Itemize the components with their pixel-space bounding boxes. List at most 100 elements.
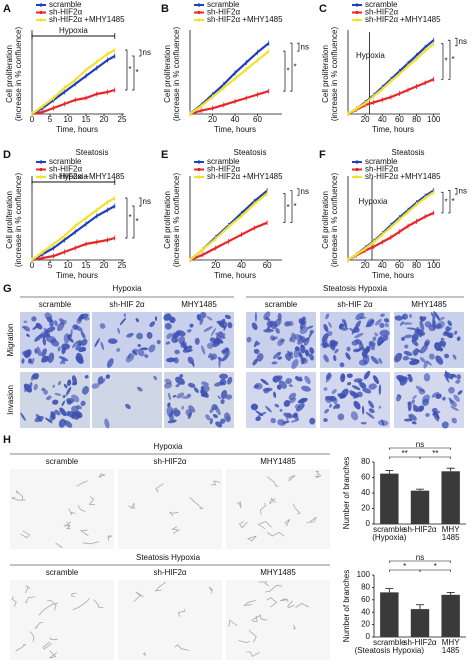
x-tick-label: scramble [373, 638, 406, 647]
cell [253, 384, 260, 389]
cell [337, 413, 345, 421]
cell [199, 311, 207, 319]
cell [23, 320, 28, 324]
cell [426, 360, 432, 366]
cell [61, 346, 66, 355]
cell [325, 372, 331, 380]
cell [365, 345, 371, 353]
cell [44, 417, 53, 424]
cell [23, 386, 29, 392]
cell [329, 403, 332, 408]
error-bar [446, 591, 455, 595]
column-label: MHY1485 [411, 300, 447, 309]
legend-label: sh-HIF2α [365, 165, 398, 174]
legend-label: sh-HIF2α +MHY1485 [207, 172, 283, 181]
legend-label: sh-HIF2α +MHY1485 [365, 172, 441, 181]
cell [379, 322, 385, 329]
legend-marker [197, 10, 201, 15]
cell [70, 328, 73, 338]
cell [355, 312, 365, 320]
cell [282, 421, 290, 424]
cell [411, 339, 419, 347]
y-tick-label: 100 [357, 570, 371, 579]
series-line [31, 197, 116, 261]
x-axis-label: Time, hours [372, 125, 414, 134]
cell [59, 407, 67, 417]
cell [294, 375, 299, 380]
chart-title: Steatosis [76, 148, 109, 157]
cell [353, 400, 361, 410]
cell [166, 357, 176, 363]
cell [409, 314, 412, 318]
cell [283, 400, 291, 407]
cell [253, 340, 258, 348]
cell [274, 403, 280, 408]
x-tick-label: 10 [64, 115, 73, 124]
y-axis-label: (increase in % confluence) [330, 173, 339, 268]
significance-label: * [136, 68, 139, 77]
cell [452, 354, 457, 360]
cell [218, 331, 223, 335]
cell [411, 333, 419, 340]
cell [209, 418, 213, 425]
cell [301, 385, 311, 392]
cell [219, 373, 229, 380]
cell [49, 411, 56, 422]
x-tick-label: 60 [395, 115, 404, 124]
cell [175, 376, 185, 385]
annotation: Hypoxia [359, 197, 388, 206]
cell [411, 399, 415, 405]
cell [419, 320, 425, 331]
legend-label: scramble [207, 0, 240, 9]
x-tick-label: 15 [82, 115, 91, 124]
cell [309, 353, 314, 361]
cell [26, 333, 30, 337]
significance-label: ns [143, 197, 151, 206]
x-tick-label: 60 [253, 115, 262, 124]
cell [383, 318, 390, 323]
cell [456, 374, 462, 380]
cell [22, 326, 26, 329]
cell [201, 345, 206, 355]
bar [380, 592, 399, 637]
cell [361, 405, 365, 415]
cell [323, 418, 328, 423]
cell [60, 360, 64, 365]
significance-label: * [445, 198, 448, 207]
panel-letter: E [161, 149, 168, 161]
cell [250, 403, 259, 411]
series-line [31, 88, 116, 116]
cell [252, 358, 258, 366]
cell [136, 332, 144, 340]
cell [196, 314, 202, 321]
significance-bracket [389, 560, 451, 563]
cell [291, 358, 299, 370]
significance-bracket [290, 42, 293, 92]
cell [33, 383, 38, 391]
cell [358, 359, 368, 366]
cell [36, 346, 42, 357]
cell [200, 385, 210, 394]
significance-label: * [452, 55, 455, 64]
group-title: Hypoxia [154, 442, 183, 451]
tube-network [133, 581, 213, 657]
cell [58, 318, 64, 322]
cell [447, 320, 452, 327]
cell [257, 411, 267, 417]
significance-label: * [136, 217, 139, 226]
y-axis-label: Number of branches [342, 457, 351, 529]
legend-label: scramble [49, 0, 82, 9]
tube-image [226, 580, 330, 660]
x-tick-label: (Hypoxia) [372, 533, 407, 542]
cell [323, 324, 329, 333]
x-tick-label: sh-HIF2α [403, 525, 436, 534]
cell [423, 373, 431, 382]
significance-label: ns [143, 48, 151, 57]
cell [221, 354, 229, 362]
legend-marker [197, 18, 201, 22]
row-label: Invasion [6, 385, 15, 415]
group-title: Hypoxia [113, 284, 142, 293]
annotation: Hypoxia [356, 51, 385, 60]
cell [368, 400, 375, 409]
